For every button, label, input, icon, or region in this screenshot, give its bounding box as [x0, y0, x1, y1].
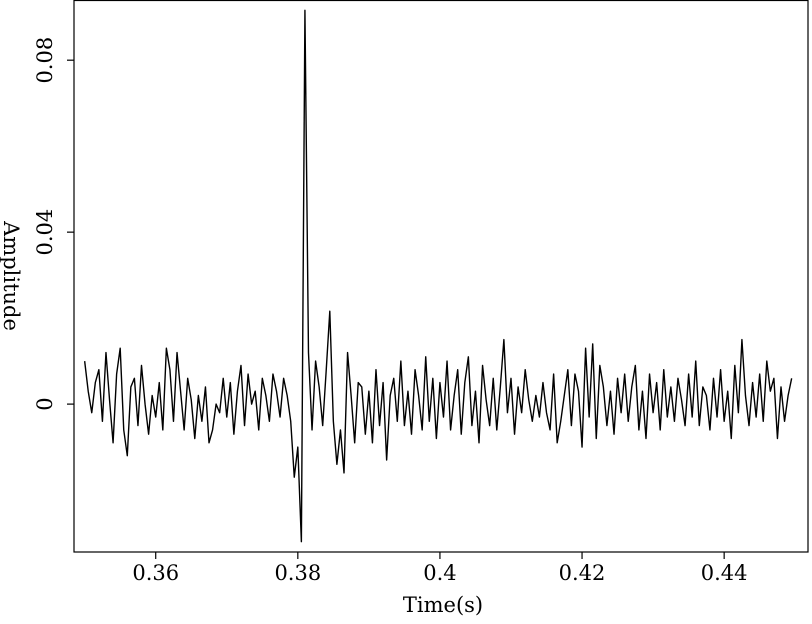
x-tick-label: 0.38 — [274, 561, 321, 585]
x-axis-label: Time(s) — [403, 593, 483, 617]
y-axis-label: Amplitude — [0, 220, 23, 331]
plot-frame — [73, 0, 809, 553]
y-tick-label: 0 — [33, 397, 57, 410]
x-tick-label: 0.44 — [701, 561, 748, 585]
y-tick-label: 0.04 — [33, 209, 57, 256]
x-tick-label: 0.42 — [559, 561, 606, 585]
x-tick-label: 0.4 — [423, 561, 456, 585]
y-tick-label: 0.08 — [33, 37, 57, 84]
trace-line — [83, 9, 793, 543]
x-tick-label: 0.36 — [132, 561, 179, 585]
